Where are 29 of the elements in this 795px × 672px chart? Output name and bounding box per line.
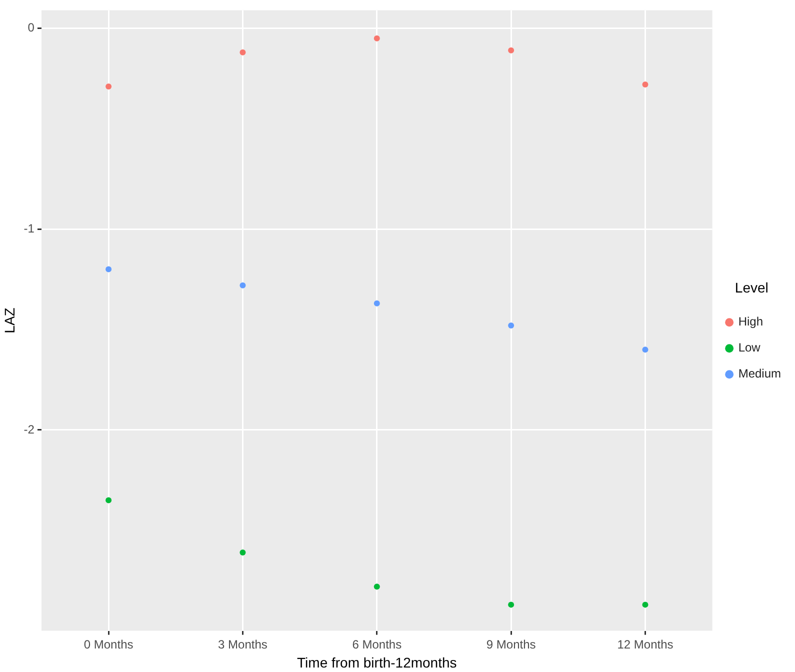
point (106, 84, 112, 90)
point (642, 82, 648, 88)
legend-label: Medium (738, 366, 782, 381)
legend-label: Low (738, 340, 761, 355)
x-tick-label: 12 Months (617, 637, 674, 652)
point (106, 266, 112, 272)
y-tick-label: -2 (24, 422, 35, 436)
point (240, 282, 246, 288)
point (508, 47, 514, 54)
y-axis-title: LAZ (1, 307, 18, 334)
point (508, 322, 514, 329)
point (374, 584, 380, 590)
x-tick-label: 0 Months (84, 637, 134, 652)
point (642, 602, 648, 608)
point (374, 300, 380, 306)
point (642, 346, 648, 353)
x-tick-label: 6 Months (352, 637, 402, 652)
point (240, 549, 246, 556)
point (240, 49, 246, 56)
x-axis-title: Time from birth-12months (297, 654, 457, 670)
legend-label: High (738, 314, 764, 329)
y-tick-label: 0 (28, 20, 35, 35)
legend-title: Level (734, 279, 768, 296)
y-tick-label: -1 (24, 221, 35, 236)
point (106, 497, 112, 504)
x-tick-label: 9 Months (486, 637, 536, 652)
x-tick-label: 3 Months (218, 637, 268, 652)
point (374, 35, 380, 42)
point (508, 602, 514, 608)
